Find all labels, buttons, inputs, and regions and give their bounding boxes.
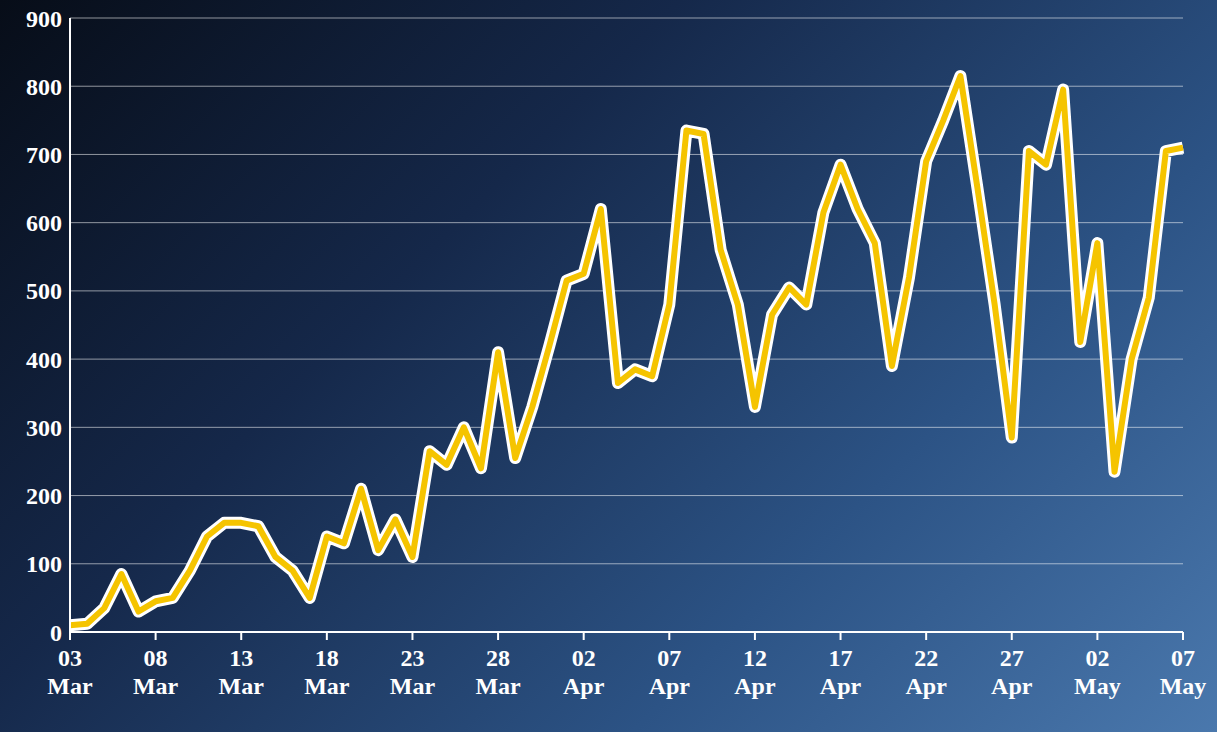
svg-text:0: 0 [50, 620, 62, 646]
svg-text:800: 800 [26, 74, 62, 100]
svg-text:27Apr: 27Apr [991, 645, 1033, 699]
svg-text:22Apr: 22Apr [905, 645, 947, 699]
svg-text:28Mar: 28Mar [475, 645, 521, 699]
svg-text:400: 400 [26, 347, 62, 373]
svg-text:03Mar: 03Mar [47, 645, 93, 699]
svg-text:23Mar: 23Mar [390, 645, 436, 699]
svg-text:07May: 07May [1160, 645, 1207, 699]
svg-text:100: 100 [26, 551, 62, 577]
svg-text:500: 500 [26, 278, 62, 304]
svg-text:17Apr: 17Apr [820, 645, 862, 699]
svg-text:07Apr: 07Apr [649, 645, 691, 699]
svg-text:18Mar: 18Mar [304, 645, 350, 699]
svg-text:02May: 02May [1074, 645, 1121, 699]
svg-text:900: 900 [26, 6, 62, 32]
svg-text:12Apr: 12Apr [734, 645, 776, 699]
svg-text:600: 600 [26, 210, 62, 236]
svg-text:700: 700 [26, 142, 62, 168]
svg-text:08Mar: 08Mar [133, 645, 179, 699]
svg-text:300: 300 [26, 415, 62, 441]
svg-text:02Apr: 02Apr [563, 645, 605, 699]
svg-text:13Mar: 13Mar [219, 645, 265, 699]
svg-text:200: 200 [26, 483, 62, 509]
